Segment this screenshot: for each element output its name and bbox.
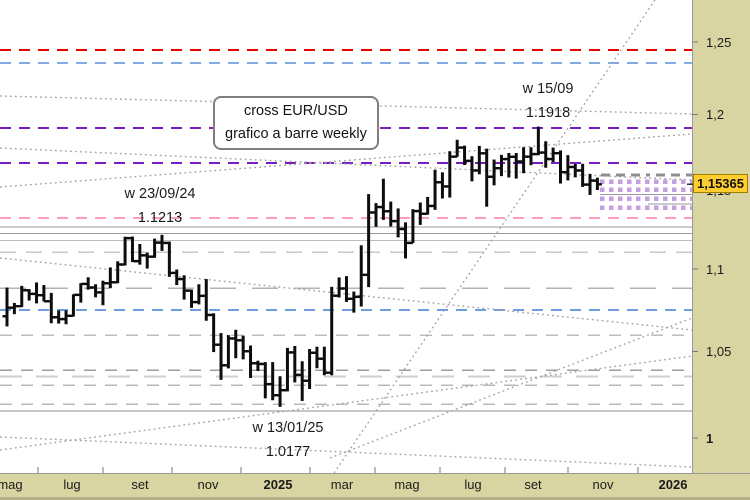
annotation-price: 1.0177 — [265, 443, 311, 460]
annotation-swing-high-2025: w 15/09 1.1918 — [523, 78, 574, 125]
price-axis-band: 1,251,21,151,11,051 — [692, 0, 750, 473]
annotation-swing-low-2025: w 13/01/25 1.0177 — [253, 417, 324, 464]
x-axis-label: set — [131, 477, 149, 492]
y-axis-label: 1,05 — [706, 344, 732, 360]
x-axis-label: nov — [592, 477, 614, 492]
x-axis-label: nov — [197, 477, 219, 492]
annotation-price: 1.1213 — [137, 209, 183, 226]
x-axis-label: 2026 — [658, 477, 688, 492]
annotation-date: w 15/09 — [522, 81, 574, 97]
chart-title-line2: grafico a barre weekly — [225, 126, 367, 142]
x-axis-label: lug — [63, 477, 81, 492]
y-axis-label: 1,1 — [706, 261, 725, 277]
x-axis-label: set — [524, 477, 542, 492]
chart-title-line1: cross EUR/USD — [243, 103, 348, 119]
x-axis-label: mag — [0, 477, 23, 492]
y-axis-label: 1 — [706, 431, 714, 446]
y-axis-label: 1,25 — [706, 35, 732, 50]
y-axis-label: 1,2 — [706, 107, 725, 123]
x-axis-label: lug — [464, 477, 482, 492]
annotation-date: w 23/09/24 — [124, 186, 196, 202]
annotation-price: 1.1918 — [525, 104, 571, 121]
annotation-date: w 13/01/25 — [252, 420, 324, 436]
x-axis-label: 2025 — [263, 477, 293, 492]
x-axis-label: mag — [394, 477, 420, 492]
annotation-swing-high-2024: w 23/09/24 1.1213 — [125, 183, 196, 230]
x-axis-label: mar — [330, 477, 354, 492]
time-axis-band: mag lug set nov 2025 mar mag lug set nov 2026 — [0, 473, 750, 500]
last-price-tag: 1,15365 — [693, 174, 748, 194]
chart-title-box: cross EUR/USD grafico a barre weekly — [213, 96, 379, 150]
